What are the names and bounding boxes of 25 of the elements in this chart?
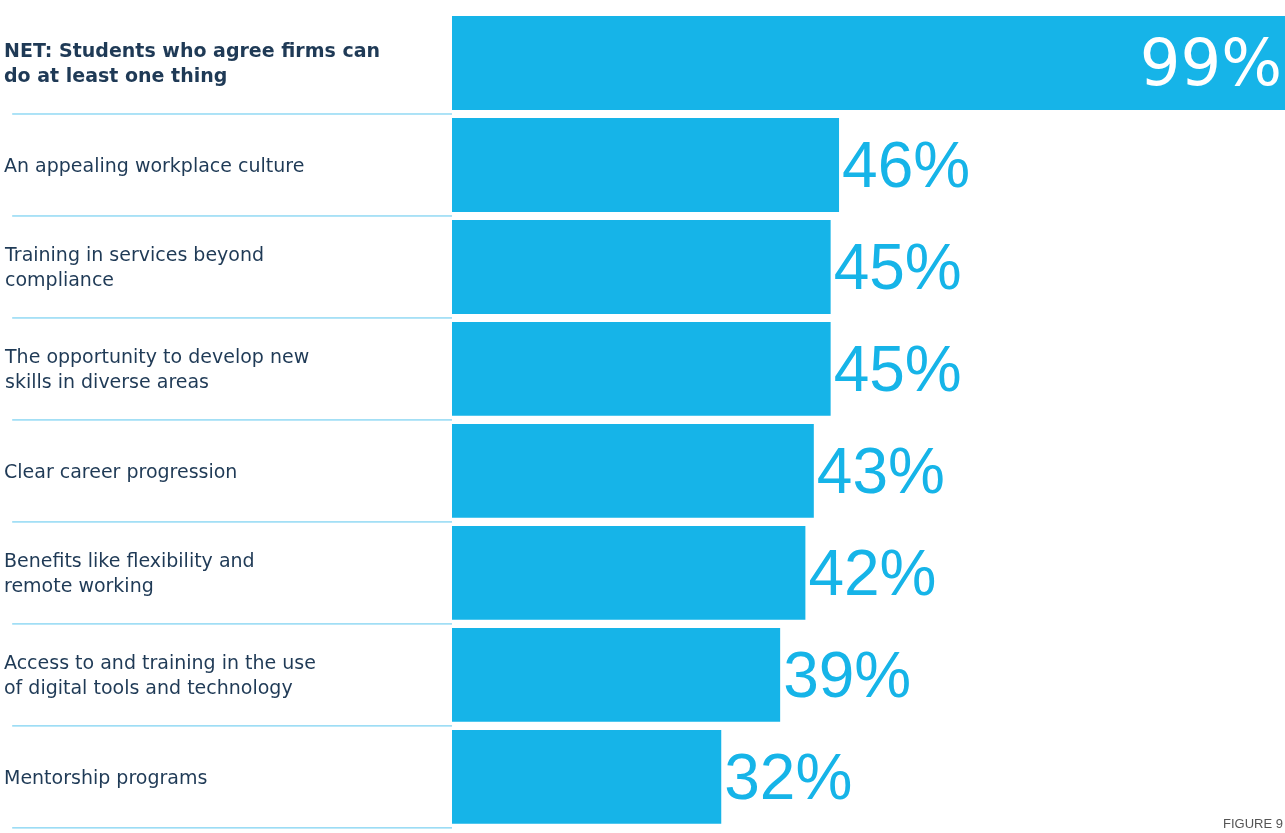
bar — [452, 628, 781, 722]
y-tick-label: NET: Students who agree firms can do at least one thing — [4, 39, 381, 86]
bar — [452, 729, 722, 824]
data-label: 32% — [724, 740, 853, 813]
bar — [452, 16, 1285, 110]
y-tick-label: Benefits like flexibility and remote working — [4, 549, 255, 596]
bar — [452, 118, 840, 212]
data-label: 43% — [816, 434, 945, 507]
bar — [452, 424, 814, 518]
y-tick-label: The opportunity to develop new skills in diverse areas — [4, 345, 310, 392]
y-tick-label: Mentorship programs — [4, 766, 208, 788]
y-tick-label: Training in services beyond compliance — [4, 243, 265, 290]
data-label: 42% — [808, 536, 937, 609]
data-label: 46% — [842, 128, 971, 201]
y-tick-label: An appealing workplace culture — [4, 154, 305, 176]
data-label: 99% — [1139, 26, 1282, 100]
data-label: 45% — [833, 332, 962, 405]
annotation: FIGURE 9 — [1223, 816, 1283, 831]
y-tick-label: Access to and training in the use of digital tools and technology — [4, 651, 316, 698]
bar — [452, 220, 831, 314]
y-tick-label: Clear career progression — [4, 460, 238, 482]
bar — [452, 322, 831, 416]
bar — [452, 526, 806, 620]
data-label: 45% — [833, 230, 962, 303]
data-label: 39% — [783, 638, 912, 711]
